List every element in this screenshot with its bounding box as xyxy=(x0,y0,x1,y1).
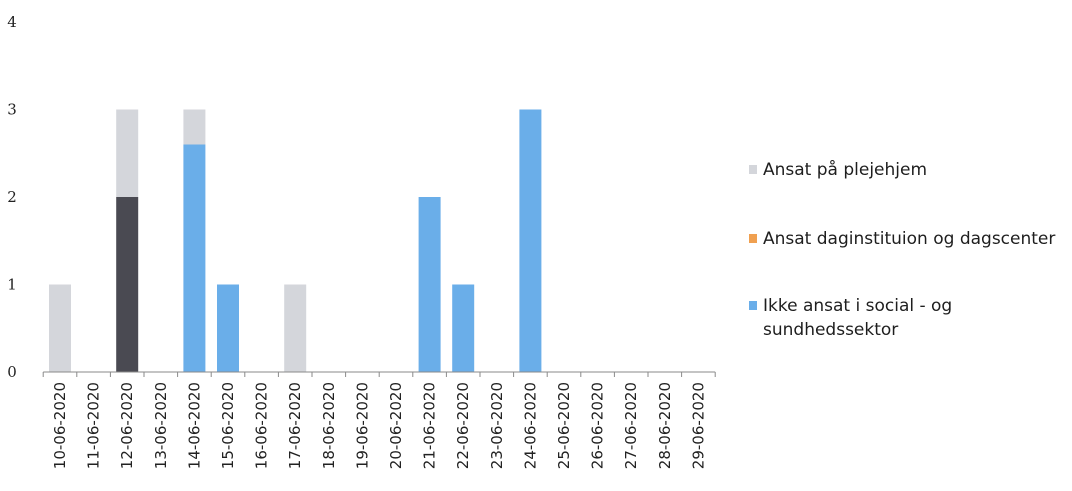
x-tick-label: 23-06-2020 xyxy=(488,382,506,469)
bar-segment xyxy=(49,284,71,372)
x-tick-label: 21-06-2020 xyxy=(421,382,439,469)
bar-segment xyxy=(519,109,542,372)
legend-label: sundhedssektor xyxy=(763,320,898,340)
bar-segment xyxy=(452,284,475,372)
y-axis-ticks: 0 1 2 3 4 xyxy=(7,13,17,381)
x-tick-label: 17-06-2020 xyxy=(286,382,304,469)
legend-label: Ansat på plejehjem xyxy=(763,159,927,180)
x-tick-label: 29-06-2020 xyxy=(689,382,707,469)
bars xyxy=(49,109,542,372)
x-tick-label: 20-06-2020 xyxy=(387,382,405,469)
x-tick-label: 12-06-2020 xyxy=(118,382,136,469)
legend: Ansat på plejehjem Ansat daginstituion og… xyxy=(749,159,1055,340)
bar-segment xyxy=(217,284,239,372)
bar-segment xyxy=(116,197,139,372)
legend-label: Ikke ansat i social - og xyxy=(763,296,952,316)
legend-swatch xyxy=(749,234,757,243)
y-tick-label: 4 xyxy=(7,13,17,31)
x-tick-label: 26-06-2020 xyxy=(589,382,607,469)
x-axis-ticks: 10-06-2020 11-06-2020 12-06-2020 13-06-2020… xyxy=(51,382,707,469)
x-tick-label: 16-06-2020 xyxy=(253,382,271,469)
x-tick-label: 15-06-2020 xyxy=(219,382,237,469)
x-tick-label: 13-06-2020 xyxy=(152,382,170,469)
legend-swatch xyxy=(749,301,757,310)
bar-segment xyxy=(284,284,307,372)
y-tick-label: 3 xyxy=(7,101,17,119)
legend-swatch xyxy=(749,165,757,174)
x-tick-label: 25-06-2020 xyxy=(555,382,573,469)
x-tick-label: 10-06-2020 xyxy=(51,382,69,469)
x-tick-label: 28-06-2020 xyxy=(656,382,674,469)
bar-segment xyxy=(116,109,139,197)
x-tick-label: 18-06-2020 xyxy=(320,382,338,469)
y-tick-label: 0 xyxy=(7,363,17,381)
x-tick-label: 11-06-2020 xyxy=(85,382,103,469)
y-tick-label: 1 xyxy=(7,276,17,294)
legend-label: Ansat daginstituion og dagscenter xyxy=(763,229,1055,249)
bar-segment xyxy=(418,197,441,372)
x-tick-label: 14-06-2020 xyxy=(185,382,203,469)
bar-segment xyxy=(183,144,206,372)
y-tick-label: 2 xyxy=(7,188,17,206)
x-tick-label: 24-06-2020 xyxy=(521,382,539,469)
x-tick-label: 19-06-2020 xyxy=(353,382,371,469)
x-tick-label: 27-06-2020 xyxy=(622,382,640,469)
bar-segment xyxy=(183,109,206,145)
x-axis xyxy=(42,371,716,377)
x-tick-label: 22-06-2020 xyxy=(454,382,472,469)
